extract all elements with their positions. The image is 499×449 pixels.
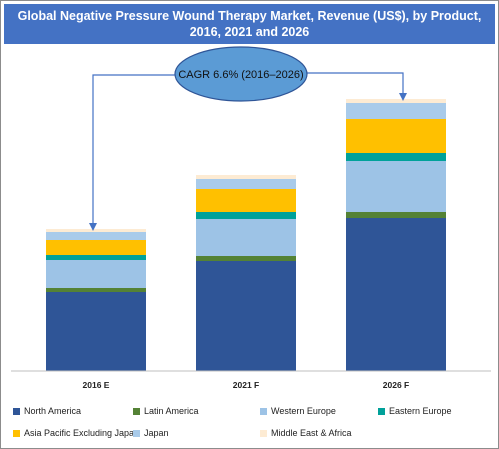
bar-segment-2-7 [196, 175, 296, 179]
bar-segment-3-3 [346, 161, 446, 212]
legend-item: Japan [133, 428, 169, 438]
legend-item: Western Europe [260, 406, 336, 416]
legend-swatch [260, 407, 267, 415]
bar-segment-2-6 [196, 179, 296, 189]
legend-item: Latin America [133, 406, 199, 416]
bar-segment-3-2 [346, 212, 446, 218]
legend-item: Asia Pacific Excluding Japan [13, 428, 139, 438]
legend-label: Japan [144, 428, 169, 438]
bar-segment-1-2 [46, 288, 146, 292]
legend-swatch [133, 407, 140, 415]
bar-segment-3-4 [346, 153, 446, 161]
bar-segment-2-3 [196, 219, 296, 256]
bar-segment-2-1 [196, 261, 296, 371]
bar-segment-1-7 [46, 229, 146, 232]
bar-segment-1-1 [46, 292, 146, 371]
legend-swatch [13, 407, 20, 415]
bar-segment-3-7 [346, 99, 446, 103]
legend-swatch [133, 429, 140, 437]
legend-swatch [378, 407, 385, 415]
cagr-callout [174, 46, 308, 102]
bar-segment-3-5 [346, 119, 446, 153]
callout-arrow-left [89, 74, 177, 231]
bar-segment-2-4 [196, 212, 296, 219]
bar-segment-3-1 [346, 218, 446, 371]
legend: North America Latin America Western Europe… [13, 402, 493, 446]
legend-item: Middle East & Africa [260, 428, 352, 438]
bar-segment-1-3 [46, 260, 146, 288]
bar-segment-1-4 [46, 255, 146, 260]
bar-segment-3-6 [346, 103, 446, 119]
legend-label: Latin America [144, 406, 199, 416]
x-tick-label: 2016 E [83, 380, 110, 390]
bar-segment-1-6 [46, 232, 146, 240]
legend-label: Eastern Europe [389, 406, 452, 416]
bars-group [46, 99, 446, 371]
legend-label: Western Europe [271, 406, 336, 416]
cagr-callout-text: CAGR 6.6% (2016–2026) [178, 69, 303, 81]
bar-segment-1-5 [46, 240, 146, 255]
legend-swatch [260, 429, 267, 437]
legend-item: North America [13, 406, 81, 416]
legend-label: Middle East & Africa [271, 428, 352, 438]
callout-arrow-right [303, 72, 407, 101]
legend-item: Eastern Europe [378, 406, 452, 416]
x-tick-label: 2026 F [383, 380, 409, 390]
chart-title: Global Negative Pressure Wound Therapy M… [4, 4, 495, 44]
x-tick-label: 2021 F [233, 380, 259, 390]
bar-segment-2-5 [196, 189, 296, 212]
bar-segment-2-2 [196, 256, 296, 261]
legend-swatch [13, 429, 20, 437]
legend-label: Asia Pacific Excluding Japan [24, 428, 140, 438]
x-tick-labels: 2016 E 2021 F 2026 F [83, 380, 410, 390]
plot-area: 2016 E 2021 F 2026 F CAGR 6.6% (2016–2026) [11, 46, 491, 390]
legend-label: North America [24, 406, 82, 416]
